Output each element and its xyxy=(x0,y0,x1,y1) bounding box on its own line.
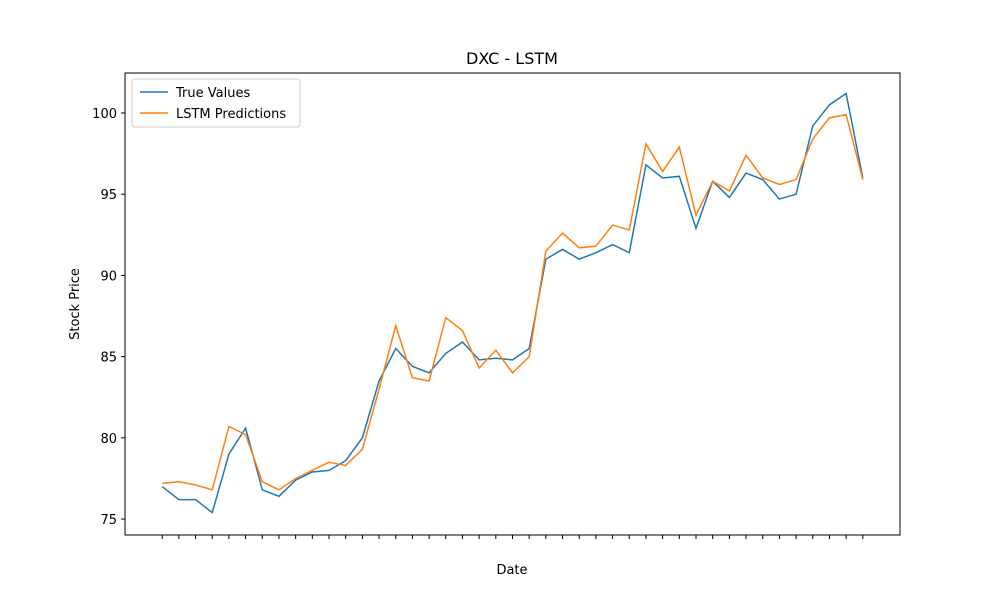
y-axis-label: Stock Price xyxy=(68,268,83,340)
axes-frame xyxy=(124,72,901,536)
chart-title: DXC - LSTM xyxy=(466,49,558,68)
plot-area: 75 80 85 90 95 100 xyxy=(92,92,864,539)
y-tick-label: 100 xyxy=(92,107,117,122)
y-tick-label: 85 xyxy=(100,351,117,366)
legend-label: True Values xyxy=(175,86,250,101)
y-tick-label: 95 xyxy=(100,188,117,203)
y-tick-label: 75 xyxy=(100,513,117,528)
y-tick-label: 80 xyxy=(100,432,117,447)
legend-box xyxy=(131,78,301,128)
line-series xyxy=(162,113,864,491)
legend-label: LSTM Predictions xyxy=(176,107,286,122)
y-tick-label: 90 xyxy=(100,269,117,284)
x-axis-label: Date xyxy=(496,563,527,578)
line-series xyxy=(161,92,864,514)
